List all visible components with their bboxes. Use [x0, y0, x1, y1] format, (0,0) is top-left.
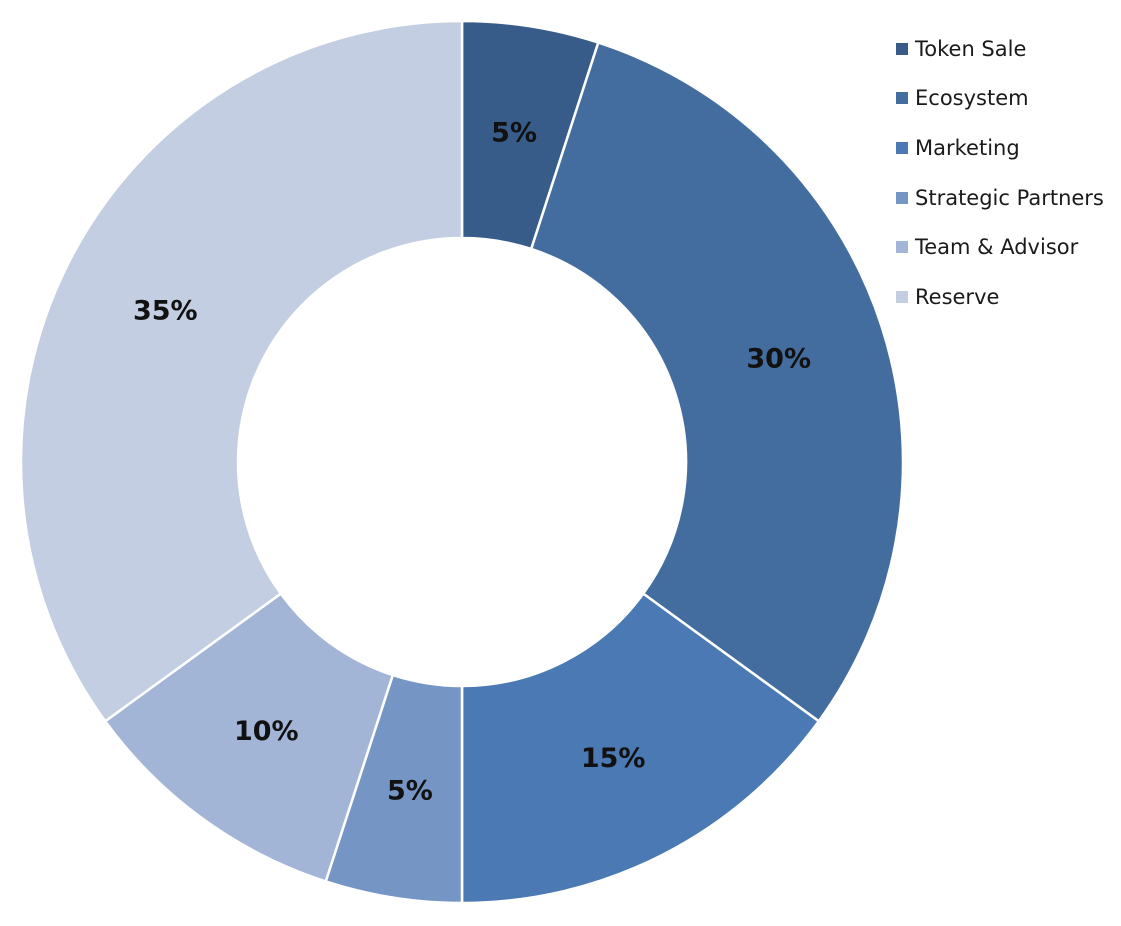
legend-label: Token Sale: [915, 36, 1027, 61]
legend-item-team-and-advisor: Team & Advisor: [896, 222, 1104, 272]
slice-ecosystem: [529, 41, 905, 723]
legend-item-token-sale: Token Sale: [896, 24, 1104, 74]
legend-swatch: [896, 141, 908, 154]
legend-label: Reserve: [915, 284, 1000, 309]
donut-slices: [19, 19, 905, 905]
data-label-marketing: 15%: [581, 743, 646, 774]
data-label-strategic-partners: 5%: [387, 775, 433, 806]
donut-data-labels: 5% 30% 15% 5% 10% 35%: [133, 118, 811, 807]
legend-swatch: [896, 241, 908, 254]
legend-label: Ecosystem: [915, 86, 1029, 111]
legend-item-ecosystem: Ecosystem: [896, 74, 1104, 124]
legend-label: Team & Advisor: [915, 235, 1079, 260]
data-label-token-sale: 5%: [491, 118, 537, 149]
data-label-team-and-advisor: 10%: [234, 716, 299, 747]
slice-marketing: [460, 591, 821, 905]
legend-item-reserve: Reserve: [896, 272, 1104, 322]
data-label-ecosystem: 30%: [746, 344, 811, 375]
legend-swatch: [896, 42, 908, 55]
legend-item-marketing: Marketing: [896, 123, 1104, 173]
legend-item-strategic-partners: Strategic Partners: [896, 173, 1104, 223]
legend-label: Marketing: [915, 135, 1020, 160]
slice-reserve: [19, 19, 464, 723]
chart-legend: Token Sale Ecosystem Marketing Strategic Pa…: [896, 24, 1104, 322]
legend-swatch: [896, 191, 908, 204]
legend-swatch: [896, 92, 908, 105]
legend-swatch: [896, 290, 908, 303]
data-label-reserve: 35%: [133, 295, 198, 326]
legend-label: Strategic Partners: [915, 185, 1104, 210]
